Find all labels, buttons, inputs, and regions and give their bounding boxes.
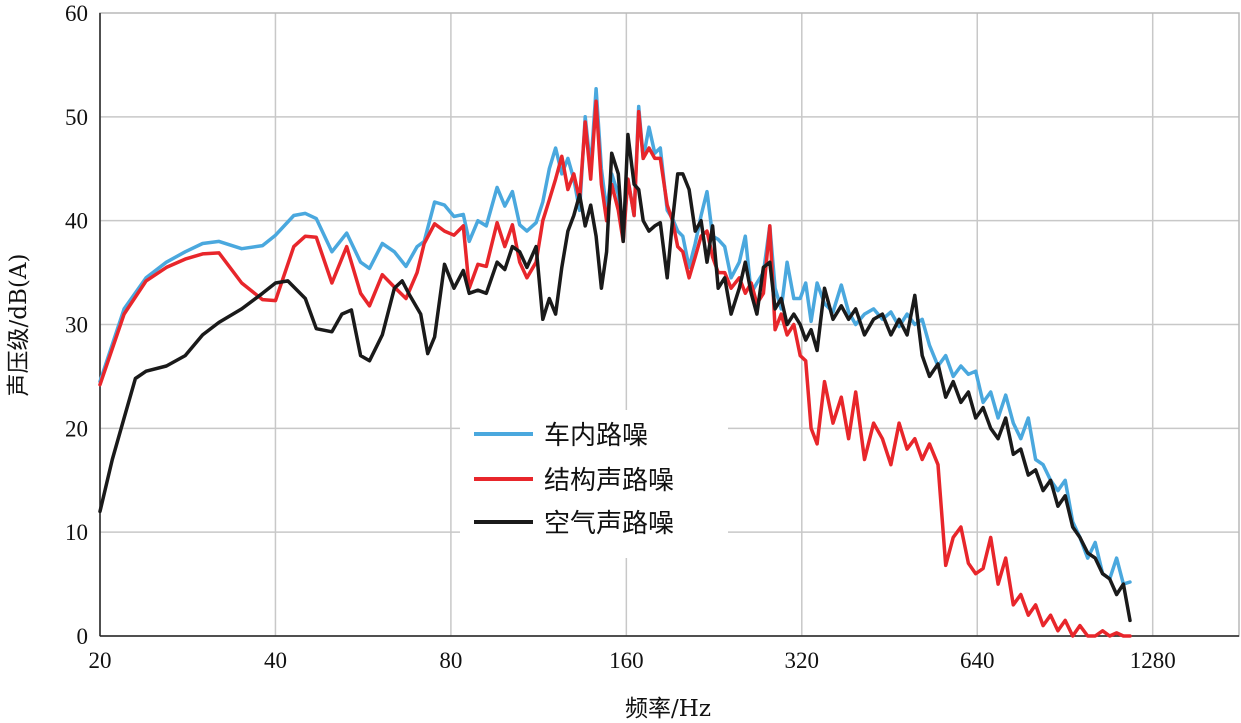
series-group <box>98 87 1132 638</box>
y-tick-label: 50 <box>65 105 88 130</box>
x-tick-label: 320 <box>785 648 820 673</box>
legend-label-0: 车内路噪 <box>544 421 648 451</box>
y-tick-label: 60 <box>65 1 88 26</box>
series-line-0 <box>98 87 1132 586</box>
x-tick-label: 640 <box>960 648 995 673</box>
x-tick-label: 40 <box>264 648 287 673</box>
y-tick-label: 20 <box>65 416 88 441</box>
x-tick-label: 20 <box>89 648 112 673</box>
y-tick-label: 10 <box>65 520 88 545</box>
grid <box>100 13 1239 636</box>
legend-label-1: 结构声路噪 <box>544 466 674 496</box>
x-axis-title: 频率/Hz <box>625 696 711 722</box>
y-tick-label: 30 <box>65 313 88 338</box>
legend: 车内路噪 结构声路噪 空气声路噪 <box>460 410 728 558</box>
series-line-2 <box>98 132 1132 623</box>
x-tick-label: 1280 <box>1130 648 1176 673</box>
y-axis-title: 声压级/dB(A) <box>6 254 32 397</box>
legend-label-2: 空气声路噪 <box>544 509 674 539</box>
x-tick-label: 160 <box>609 648 644 673</box>
tick-labels: 20 40 80 160 320 640 1280 0 10 20 30 40 50 60 <box>65 1 1176 673</box>
x-tick-label: 80 <box>439 648 462 673</box>
axes <box>99 12 1240 637</box>
y-tick-label: 40 <box>65 209 88 234</box>
y-tick-label: 0 <box>77 624 89 649</box>
series-line-1 <box>98 99 1132 638</box>
